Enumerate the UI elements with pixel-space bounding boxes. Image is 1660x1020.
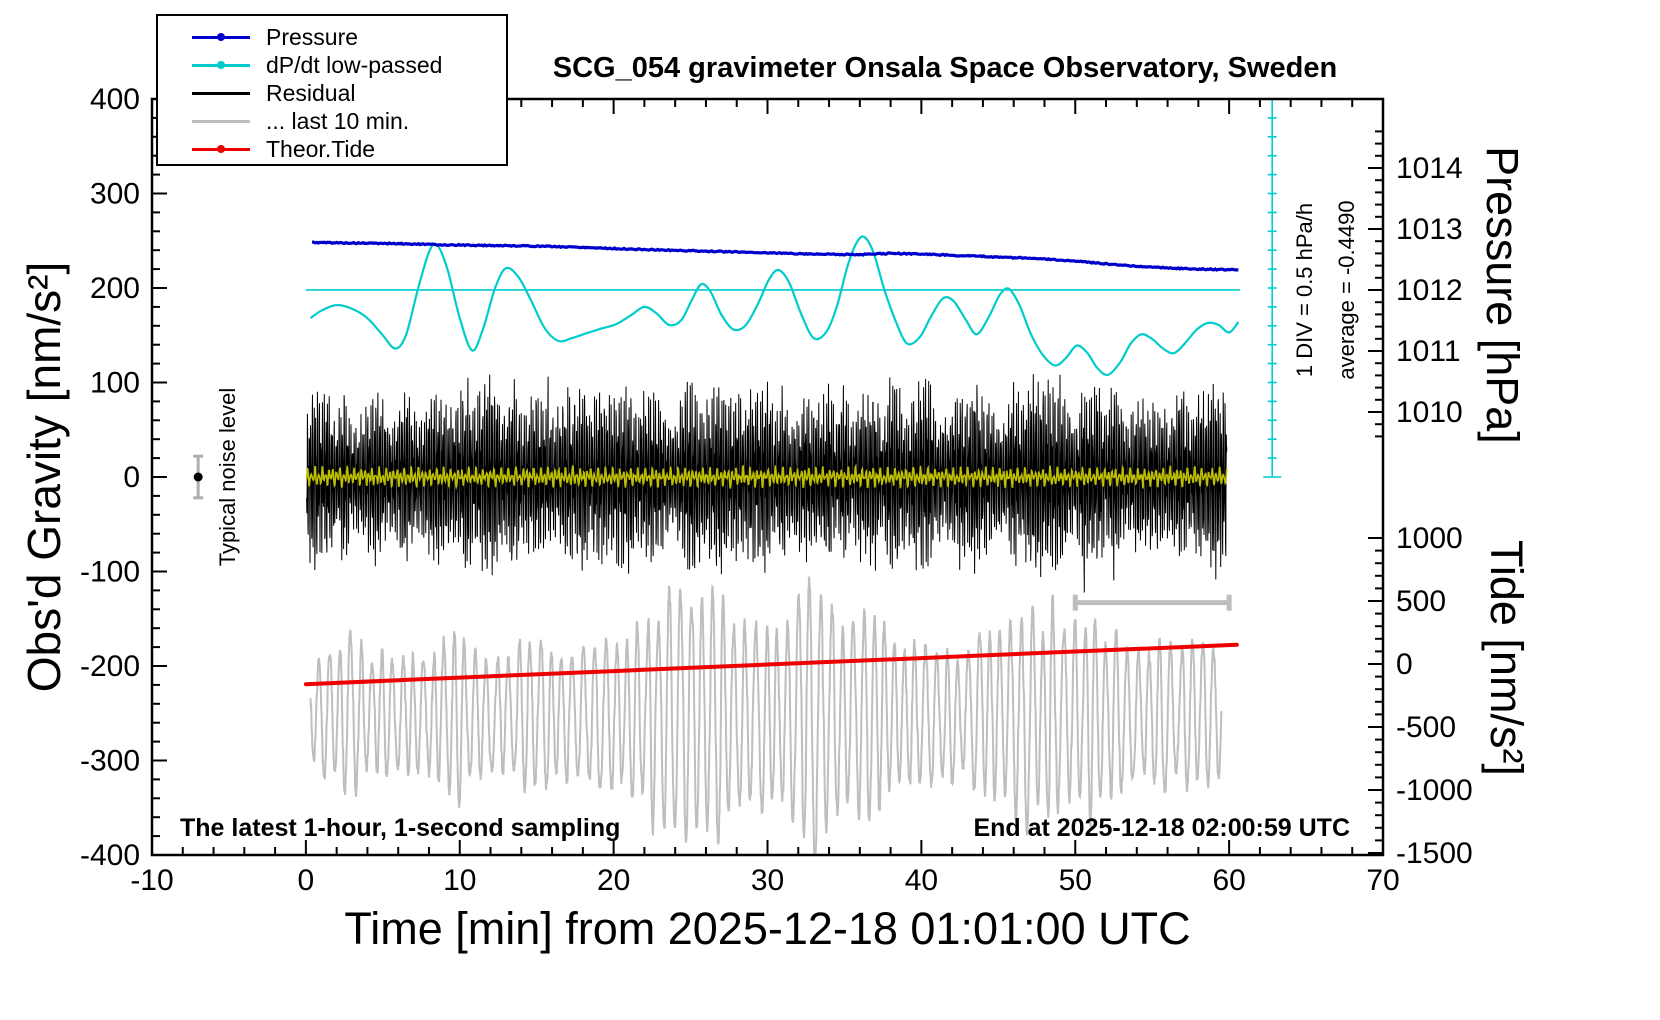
legend-dot [217, 145, 225, 153]
legend-marker [192, 59, 250, 71]
x-tick-label: 0 [298, 864, 315, 897]
legend-item: Residual [158, 79, 506, 107]
tide-tick-label: 1000 [1396, 522, 1463, 555]
average-note: average = -0.4490 [1334, 200, 1359, 380]
plot-frame [150, 97, 1385, 857]
x-tick-label: 40 [905, 864, 938, 897]
tide-tick-label: 0 [1396, 648, 1413, 681]
legend-marker [192, 115, 250, 127]
legend-label: Pressure [266, 23, 359, 50]
gravity-tick-label: 200 [90, 272, 140, 305]
legend-label: Theor.Tide [266, 135, 376, 162]
pressure-tick-label: 1012 [1396, 274, 1463, 307]
legend-line [192, 120, 250, 123]
last10-scale-bar [1072, 594, 1232, 611]
gravity-tick-label: 100 [90, 367, 140, 400]
pressure-series [311, 240, 1239, 272]
y-axis-title-tide: Tide [nm/s²] [1481, 540, 1532, 776]
legend-marker [192, 143, 250, 155]
legend-item: dP/dt low-passed [158, 51, 506, 79]
gravity-tick-label: -400 [80, 839, 140, 872]
legend: Pressure dP/dt low-passed Residual ... l… [156, 14, 508, 166]
residual-series [306, 374, 1228, 593]
dpdt-series [309, 235, 1240, 377]
x-tick-label: 10 [443, 864, 476, 897]
tide-tick-label: -500 [1396, 711, 1456, 744]
gravity-tick-label: 300 [90, 178, 140, 211]
y-axis-title-gravity: Obs'd Gravity [nm/s²] [18, 261, 70, 693]
gravity-tick-label: -100 [80, 556, 140, 589]
gravity-tick-label: -300 [80, 745, 140, 778]
legend-marker [192, 31, 250, 43]
tick-labels: -10 0 10 20 30 40 50 60 704003002001000-100-200-… [80, 83, 1473, 897]
tide-tick-label: -1500 [1396, 837, 1473, 870]
legend-label: ... last 10 min. [266, 107, 410, 134]
chart-title: SCG_054 gravimeter Onsala Space Observat… [552, 52, 1338, 84]
gravity-tick-label: 400 [90, 83, 140, 116]
legend-line [192, 92, 250, 95]
pressure-tick-label: 1010 [1396, 396, 1463, 429]
legend-marker [192, 87, 250, 99]
dpdt-scale-bar [1263, 98, 1282, 478]
end-time-note: End at 2025-12-18 02:00:59 UTC [973, 814, 1350, 842]
pressure-tick-label: 1013 [1396, 213, 1463, 246]
sampling-note: The latest 1-hour, 1-second sampling [180, 814, 621, 842]
pressure-tick-label: 1014 [1396, 152, 1463, 185]
noise-level-label: Typical noise level [215, 387, 240, 567]
tide-tick-label: 500 [1396, 585, 1446, 618]
x-tick-label: 20 [597, 864, 630, 897]
div-scale-note: 1 DIV = 0.5 hPa/h [1292, 202, 1317, 378]
residual-smoothed-series [305, 463, 1228, 490]
legend-label: Residual [266, 79, 356, 106]
series-layer [303, 235, 1240, 855]
x-tick-label: 60 [1212, 864, 1245, 897]
last10-series [309, 576, 1223, 855]
legend-label: dP/dt low-passed [266, 51, 443, 78]
legend-item: Theor.Tide [158, 135, 506, 163]
legend-item: ... last 10 min. [158, 107, 506, 135]
x-tick-label: 50 [1059, 864, 1092, 897]
gravity-tick-label: -200 [80, 650, 140, 683]
gravity-tick-label: 0 [123, 461, 140, 494]
y-axis-title-pressure: Pressure [hPa] [1477, 146, 1528, 444]
legend-dot [217, 61, 225, 69]
x-axis-title: Time [min] from 2025-12-18 01:01:00 UTC [344, 903, 1191, 954]
legend-dot [217, 33, 225, 41]
legend-item: Pressure [158, 23, 506, 51]
pressure-tick-label: 1011 [1396, 335, 1461, 368]
x-tick-label: -10 [130, 864, 173, 897]
tide-tick-label: -1000 [1396, 774, 1473, 807]
x-tick-label: 70 [1366, 864, 1399, 897]
tide-series [303, 642, 1239, 687]
noise-level-marker [193, 454, 204, 500]
x-tick-label: 30 [751, 864, 784, 897]
